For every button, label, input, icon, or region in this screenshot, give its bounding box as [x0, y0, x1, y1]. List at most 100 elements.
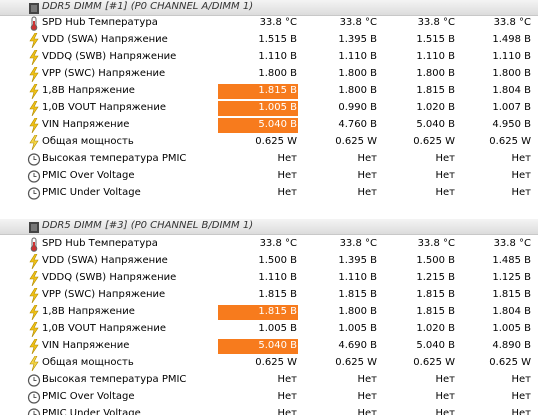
sensor-value: Нет — [435, 187, 456, 198]
sensor-value: 1.395 В — [338, 255, 377, 266]
sensor-value: Нет — [357, 374, 378, 385]
group-header: DDR5 DIMM [#1] (P0 CHANNEL A/DIMM 1) — [0, 0, 538, 16]
sensor-value: 4.890 В — [492, 340, 531, 351]
sensor-row: SPD Hub Температура 33.8 °C 33.8 °C 33.8 °C… — [0, 236, 538, 253]
sensor-value: 1.815 В — [258, 306, 297, 317]
sensor-value: 1.804 В — [492, 306, 531, 317]
sensor-value: 1.515 В — [258, 34, 297, 45]
sensor-value: Нет — [277, 170, 298, 181]
sensor-value: 1.110 В — [416, 51, 455, 62]
sensor-label: VPP (SWC) Напряжение — [42, 289, 166, 300]
sensor-label: SPD Hub Температура — [42, 238, 158, 249]
sensor-row: Высокая температура PMIC Нет Нет Нет Нет — [0, 372, 538, 389]
sensor-value: 1.498 В — [492, 34, 531, 45]
sensor-label: PMIC Over Voltage — [42, 170, 135, 181]
sensor-label: VDDQ (SWB) Напряжение — [42, 272, 177, 283]
sensor-label: VPP (SWC) Напряжение — [42, 68, 166, 79]
group-title: DDR5 DIMM [#1] (P0 CHANNEL A/DIMM 1) — [42, 1, 254, 12]
volt-icon — [29, 101, 39, 116]
chip-icon — [29, 222, 39, 233]
sensor-row: 1,0В VOUT Напряжение 1.005 В 1.005 В 1.020 … — [0, 321, 538, 338]
sensor-value: 5.040 В — [258, 340, 297, 351]
sensor-label: Высокая температура PMIC — [42, 153, 187, 164]
sensor-label: PMIC Under Voltage — [42, 408, 141, 415]
volt-icon — [29, 288, 39, 303]
sensor-value: 33.8 °C — [259, 17, 297, 28]
volt-icon — [29, 33, 39, 48]
sensor-value: 1.110 В — [338, 272, 377, 283]
sensor-label: 1,8В Напряжение — [42, 85, 135, 96]
sensor-value: 1.395 В — [338, 34, 377, 45]
sensor-value: Нет — [511, 153, 532, 164]
sensor-value: 1.804 В — [492, 85, 531, 96]
temp-icon — [30, 16, 38, 31]
sensor-label: 1,0В VOUT Напряжение — [42, 323, 166, 334]
sensor-value: 1.005 В — [492, 323, 531, 334]
sensor-row: VDD (SWA) Напряжение 1.500 В 1.395 В 1.500 … — [0, 253, 538, 270]
sensor-value: Нет — [435, 374, 456, 385]
sensor-value: 0.625 W — [255, 357, 297, 368]
sensor-value: 1.800 В — [416, 68, 455, 79]
sensor-value: Нет — [357, 170, 378, 181]
sensor-value: 4.760 В — [338, 119, 377, 130]
sensor-value: 1.815 В — [258, 85, 297, 96]
highlight — [218, 339, 298, 354]
sensor-row: VPP (SWC) Напряжение 1.815 В 1.815 В 1.815 … — [0, 287, 538, 304]
sensor-value: 1.007 В — [492, 102, 531, 113]
sensor-row: 1,8В Напряжение 1.815 В 1.800 В 1.815 В 1.80… — [0, 304, 538, 321]
sensor-value: Нет — [277, 391, 298, 402]
sensor-value: 1.815 В — [258, 289, 297, 300]
highlight — [218, 118, 298, 133]
sensor-value: 1.125 В — [492, 272, 531, 283]
sensor-value: Нет — [435, 153, 456, 164]
clock-icon — [27, 408, 41, 415]
sensor-value: Нет — [435, 408, 456, 415]
volt-icon — [29, 50, 39, 65]
sensor-value: 1.020 В — [416, 323, 455, 334]
sensor-label: Высокая температура PMIC — [42, 374, 187, 385]
sensor-value: Нет — [511, 187, 532, 198]
sensor-row: PMIC Over Voltage Нет Нет Нет Нет — [0, 168, 538, 185]
highlight — [218, 84, 298, 99]
sensor-value: Нет — [277, 408, 298, 415]
sensor-label: 1,0В VOUT Напряжение — [42, 102, 166, 113]
power-icon — [29, 135, 39, 150]
sensor-row: Общая мощность 0.625 W 0.625 W 0.625 W 0.625… — [0, 134, 538, 151]
sensor-value: 33.8 °C — [339, 238, 377, 249]
sensor-value: Нет — [357, 187, 378, 198]
sensor-value: 5.040 В — [258, 119, 297, 130]
sensor-value: 1.005 В — [258, 323, 297, 334]
highlight — [218, 305, 298, 320]
sensor-label: VDD (SWA) Напряжение — [42, 255, 168, 266]
sensor-value: Нет — [435, 170, 456, 181]
sensor-row: Общая мощность 0.625 W 0.625 W 0.625 W 0.625… — [0, 355, 538, 372]
sensor-value: Нет — [511, 170, 532, 181]
sensor-row: VPP (SWC) Напряжение 1.800 В 1.800 В 1.800 … — [0, 66, 538, 83]
group-header: DDR5 DIMM [#3] (P0 CHANNEL B/DIMM 1) — [0, 219, 538, 235]
sensor-row: 1,0В VOUT Напряжение 1.005 В 0.990 В 1.020 … — [0, 100, 538, 117]
clock-icon — [27, 374, 41, 387]
sensor-value: Нет — [435, 391, 456, 402]
sensor-value: 1.110 В — [258, 272, 297, 283]
chip-icon — [29, 3, 39, 14]
sensor-row: PMIC Over Voltage Нет Нет Нет Нет — [0, 389, 538, 406]
sensor-label: VIN Напряжение — [42, 340, 130, 351]
sensor-row: VDDQ (SWB) Напряжение 1.110 В 1.110 В 1.110… — [0, 49, 538, 66]
sensor-label: PMIC Under Voltage — [42, 187, 141, 198]
sensor-value: 1.110 В — [258, 51, 297, 62]
sensor-value: 1.800 В — [492, 68, 531, 79]
clock-icon — [27, 187, 41, 200]
sensor-value: 1.215 В — [416, 272, 455, 283]
sensor-row: 1,8В Напряжение 1.815 В 1.800 В 1.815 В 1.80… — [0, 83, 538, 100]
volt-icon — [29, 339, 39, 354]
clock-icon — [27, 170, 41, 183]
sensor-value: 33.8 °C — [417, 17, 455, 28]
temp-icon — [30, 237, 38, 252]
sensor-value: 1.020 В — [416, 102, 455, 113]
sensor-value: 1.815 В — [416, 289, 455, 300]
sensor-row: VIN Напряжение 5.040 В 4.760 В 5.040 В 4.950… — [0, 117, 538, 134]
sensor-label: PMIC Over Voltage — [42, 391, 135, 402]
sensor-value: 33.8 °C — [339, 17, 377, 28]
